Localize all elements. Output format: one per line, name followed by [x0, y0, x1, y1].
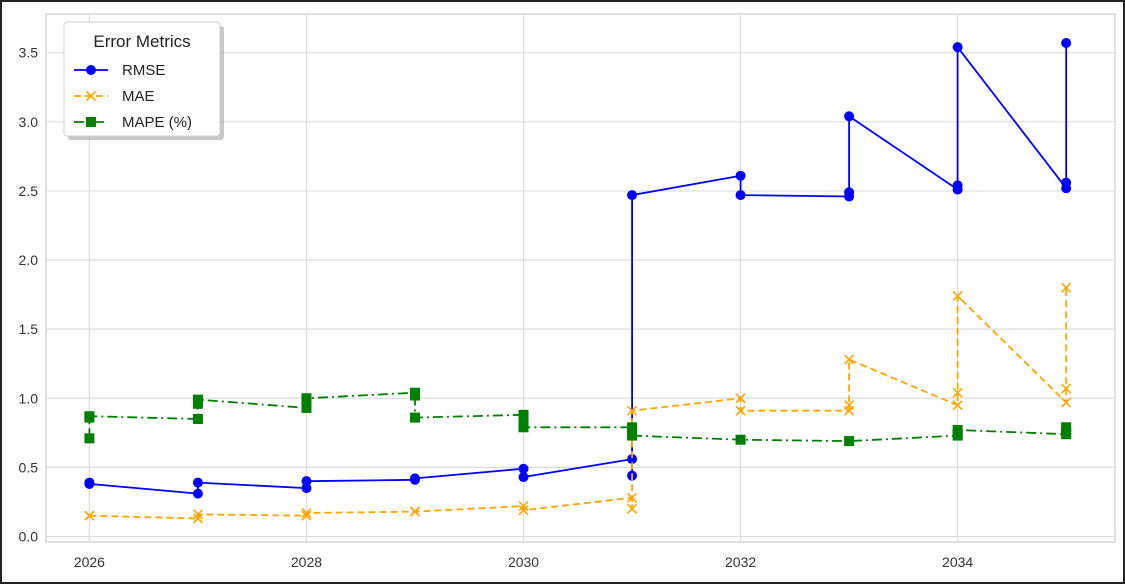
series-line-rmse: [88, 43, 1068, 495]
data-point-mape: [518, 422, 529, 433]
legend-marker-rmse: [86, 65, 96, 75]
data-point-rmse: [844, 111, 855, 122]
legend-marker-mae: [85, 90, 97, 102]
legend-entry-rmse: RMSE: [74, 62, 165, 79]
data-point-mae: [735, 405, 746, 416]
data-point-mape: [1061, 422, 1072, 433]
data-point-mape: [735, 434, 746, 445]
data-point-mae: [952, 290, 963, 302]
y-tick-label: 3.5: [19, 45, 39, 61]
data-point-rmse: [84, 478, 95, 489]
data-point-rmse: [627, 190, 638, 201]
data-point-mae: [192, 513, 204, 524]
series-rmse: [84, 38, 1072, 499]
data-point-mae: [84, 510, 95, 521]
data-point-mape: [518, 409, 529, 420]
data-point-rmse: [735, 190, 746, 201]
data-point-mape: [627, 422, 638, 433]
data-point-mae: [1061, 397, 1072, 408]
data-point-mae: [518, 505, 529, 516]
data-point-mae: [301, 507, 312, 519]
data-point-rmse: [518, 472, 529, 483]
data-point-rmse: [301, 483, 312, 494]
x-tick-label: 2034: [942, 554, 973, 570]
data-point-mae: [626, 405, 638, 416]
legend-label-rmse: RMSE: [122, 62, 165, 79]
legend-entry-mape: MAPE (%): [74, 114, 192, 131]
data-point-mape: [952, 425, 963, 436]
legend: Error Metrics RMSE MAE MAPE (%): [63, 21, 224, 140]
data-point-rmse: [518, 463, 529, 474]
data-point-rmse: [952, 180, 963, 191]
data-point-rmse: [735, 170, 746, 181]
data-point-mae: [301, 510, 312, 521]
x-tick-label: 2032: [725, 554, 756, 570]
data-point-rmse: [1061, 38, 1072, 49]
legend-title: Error Metrics: [93, 32, 190, 51]
y-tick-label: 3.0: [19, 114, 39, 130]
series-layer: [84, 38, 1072, 524]
data-point-mae: [192, 509, 204, 520]
data-point-mae: [626, 492, 638, 503]
data-point-rmse: [409, 473, 420, 484]
legend-marker-mape: [86, 117, 96, 127]
y-tick-label: 1.5: [19, 321, 39, 337]
data-point-mae: [844, 400, 855, 411]
data-point-rmse: [952, 42, 963, 53]
data-point-mae: [409, 506, 421, 517]
data-point-rmse: [192, 477, 203, 488]
data-point-mape: [409, 390, 420, 401]
x-axis-ticks: 2026 2028 2030 2032 2034: [74, 554, 974, 570]
series-mae: [84, 282, 1072, 524]
y-tick-label: 2.0: [19, 252, 39, 268]
data-point-rmse: [627, 454, 638, 465]
legend-box: [63, 21, 221, 137]
data-point-mae: [1061, 282, 1072, 293]
legend-label-mae: MAE: [122, 88, 155, 105]
series-mape: [84, 387, 1072, 447]
y-tick-label: 1.0: [19, 390, 39, 406]
data-point-mape: [192, 413, 203, 424]
data-point-mape: [409, 412, 420, 423]
data-point-mape: [844, 436, 855, 447]
data-point-mape: [192, 394, 203, 405]
data-point-rmse: [301, 476, 312, 487]
x-tick-label: 2028: [291, 554, 322, 570]
data-point-mae: [518, 500, 529, 512]
y-tick-label: 2.5: [19, 183, 39, 199]
data-point-mape: [627, 430, 638, 441]
data-point-mae: [626, 503, 638, 514]
data-point-mape: [84, 411, 95, 422]
data-point-rmse: [192, 488, 203, 499]
data-point-mae: [952, 387, 963, 398]
data-point-rmse: [844, 187, 855, 198]
data-point-mae: [735, 393, 746, 404]
data-point-mae: [844, 354, 855, 365]
legend-entries: RMSE MAE MAPE (%): [74, 62, 192, 131]
legend-entry-mae: MAE: [74, 88, 155, 105]
data-point-rmse: [1061, 177, 1072, 188]
y-axis-ticks: 0.0 0.5 1.0 1.5 2.0 2.5 3.0 3.5: [19, 45, 39, 545]
y-tick-label: 0.5: [19, 459, 39, 475]
data-point-mape: [301, 402, 312, 413]
legend-label-mape: MAPE (%): [122, 114, 192, 131]
grid-lines: [46, 14, 1115, 542]
y-tick-label: 0.0: [19, 528, 39, 544]
x-tick-label: 2030: [508, 554, 539, 570]
data-point-mape: [84, 433, 95, 444]
data-point-mae: [1061, 383, 1072, 394]
x-tick-label: 2026: [74, 554, 105, 570]
data-point-mape: [301, 393, 312, 404]
plot-area: [45, 13, 1116, 543]
series-line-mae: [89, 287, 1068, 520]
data-point-mae: [952, 400, 963, 411]
